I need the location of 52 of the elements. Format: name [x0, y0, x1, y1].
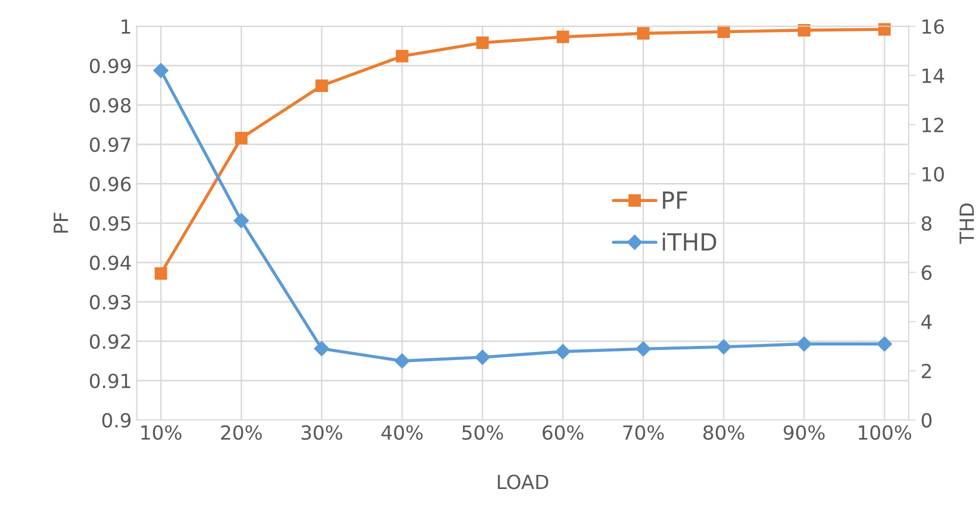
- y-tick-label: 0.95: [90, 216, 130, 231]
- legend-label: iTHD: [662, 232, 716, 251]
- point: [235, 132, 248, 144]
- legend-label: PF: [662, 192, 688, 209]
- y-tick-label: 0.93: [90, 294, 130, 310]
- y-tick-label: 0.96: [90, 176, 131, 192]
- y2-tick-label: 8: [922, 216, 932, 231]
- y2-tick-label: 14: [922, 68, 944, 83]
- x-tick-label: 30%: [302, 425, 342, 440]
- point: [637, 27, 650, 40]
- point: [716, 339, 732, 354]
- y2-tick-label: 6: [922, 265, 932, 280]
- y2-tick-label: 4: [921, 314, 932, 329]
- point: [555, 344, 570, 360]
- x-tick-label: 10%: [141, 425, 182, 440]
- point: [394, 353, 410, 369]
- x-tick-label: 60%: [542, 425, 584, 440]
- y2-tick-label: 10: [922, 166, 944, 182]
- y-tick-label: 0.92: [90, 334, 130, 349]
- y2-axis-title: THD: [960, 204, 974, 244]
- y-tick-label: 0.99: [90, 58, 131, 74]
- y-tick-label: 0.97: [90, 137, 130, 152]
- y-tick-label: 0.98: [90, 98, 131, 113]
- y2-tick-label: 0: [922, 412, 932, 428]
- y2-tick-label: 12: [922, 118, 944, 132]
- point: [556, 30, 570, 44]
- y-tick-label: 1: [122, 19, 130, 34]
- point: [474, 350, 490, 365]
- y-tick-label: 0.94: [90, 255, 131, 270]
- y-tick-label: 0.9: [102, 412, 131, 428]
- point: [153, 62, 168, 78]
- x-axis-title: LOAD: [498, 474, 548, 490]
- x-tick-label: 40%: [381, 425, 423, 440]
- x-tick-label: 80%: [703, 425, 744, 440]
- y2-tick-label: 2: [922, 364, 931, 378]
- point: [636, 341, 651, 356]
- point: [876, 336, 892, 352]
- x-tick-label: 50%: [462, 425, 504, 440]
- x-tick-label: 20%: [221, 425, 262, 440]
- x-tick-label: 70%: [623, 425, 664, 440]
- x-tick-label: 90%: [784, 425, 825, 440]
- point: [796, 336, 812, 352]
- point: [234, 213, 249, 228]
- point: [396, 50, 408, 62]
- y-axis-title: PF: [54, 212, 68, 233]
- point: [154, 267, 168, 280]
- y-tick-label: 0.91: [90, 374, 130, 388]
- y2-tick-label: 16: [922, 19, 944, 34]
- point: [476, 36, 489, 50]
- x-tick-label: 100%: [858, 425, 912, 440]
- point: [314, 341, 330, 356]
- point: [315, 79, 328, 92]
